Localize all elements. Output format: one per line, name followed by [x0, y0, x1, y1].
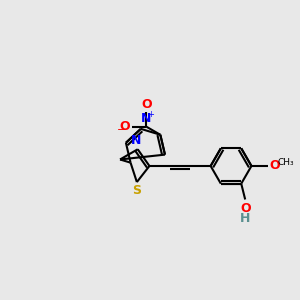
Text: N: N	[141, 112, 152, 125]
Text: +: +	[147, 110, 154, 119]
Text: −: −	[117, 125, 126, 135]
Text: CH₃: CH₃	[278, 158, 295, 167]
Text: H: H	[240, 212, 250, 225]
Text: O: O	[141, 98, 152, 111]
Text: O: O	[120, 120, 130, 133]
Text: O: O	[240, 202, 250, 214]
Text: N: N	[131, 134, 141, 147]
Text: O: O	[270, 160, 280, 172]
Text: S: S	[132, 184, 141, 196]
